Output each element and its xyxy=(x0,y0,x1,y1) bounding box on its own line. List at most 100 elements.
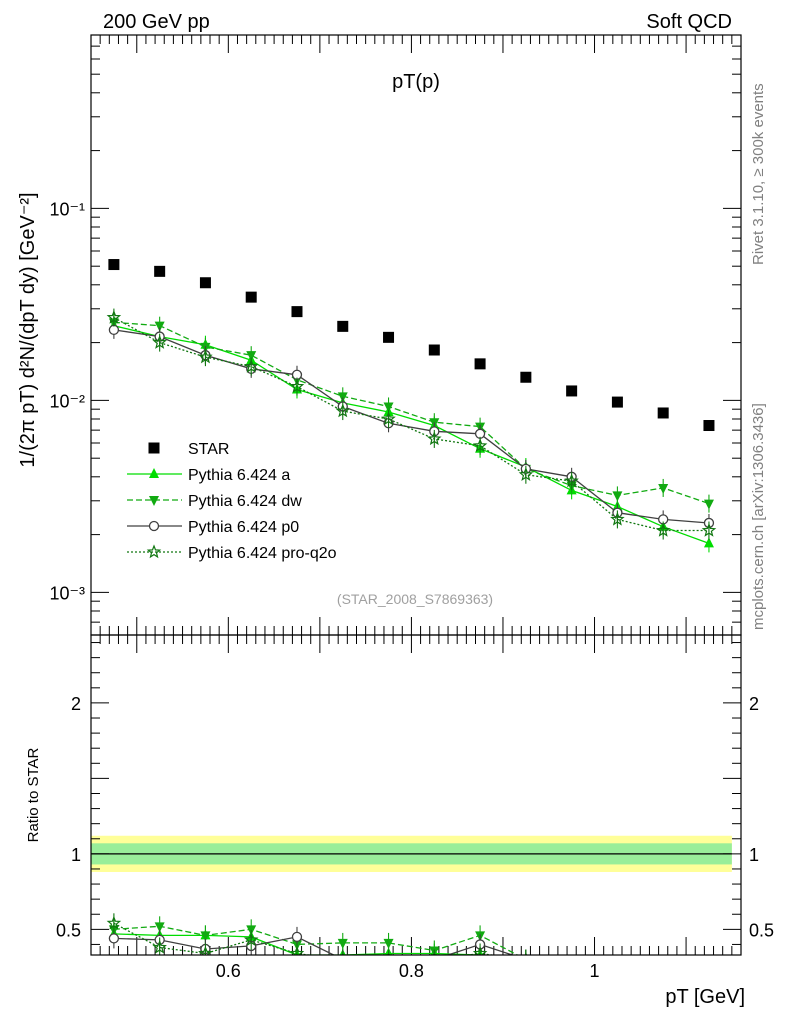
ratio-series-pythia-6-424-p0 xyxy=(108,926,529,955)
ratio-point xyxy=(200,931,211,942)
data-point xyxy=(657,407,669,419)
legend-item: Pythia 6.424 a xyxy=(127,467,290,484)
side-label-bottom: mcplots.cern.ch [arXiv:1306.3436] xyxy=(750,403,767,630)
data-point xyxy=(566,385,578,397)
data-point xyxy=(655,522,671,537)
series-star xyxy=(108,259,715,432)
legend-label: STAR xyxy=(188,441,229,458)
legend-marker xyxy=(146,544,162,559)
data-point xyxy=(108,324,120,336)
data-point xyxy=(199,277,211,289)
ratio-point xyxy=(243,932,259,947)
ratio-panel: 0.5 0.5 1 1 2 2 0.6 0.8 1 xyxy=(56,634,774,981)
data-point xyxy=(198,349,213,364)
legend-marker xyxy=(148,520,160,532)
ratio-band xyxy=(91,835,732,872)
data-point xyxy=(610,511,625,526)
ratio-y-tick-label: 0.5 xyxy=(56,920,81,940)
data-point xyxy=(108,259,120,271)
reference-label: (STAR_2008_S7869363) xyxy=(337,591,493,607)
legend-marker xyxy=(149,496,159,506)
data-point xyxy=(703,537,714,548)
ratio-y-tick-label-right: 0.5 xyxy=(749,920,774,940)
ratio-ticks: 0.5 0.5 1 1 2 2 0.6 0.8 1 xyxy=(56,635,774,981)
ratio-line xyxy=(113,933,487,955)
data-point xyxy=(474,358,486,370)
data-point xyxy=(428,344,440,356)
legend-item: Pythia 6.424 p0 xyxy=(127,519,299,536)
legend-label: Pythia 6.424 a xyxy=(188,467,290,484)
x-tick-label: 0.6 xyxy=(216,961,241,981)
ratio-point xyxy=(337,938,348,949)
ratio-series-pythia-6-424-pro-q2o xyxy=(106,913,528,955)
ratio-y-tick-label-right: 1 xyxy=(749,845,759,865)
legend-item: Pythia 6.424 pro-q2o xyxy=(127,544,337,562)
data-point xyxy=(381,411,396,426)
ratio-series xyxy=(106,913,531,966)
data-point xyxy=(154,321,165,332)
main-series xyxy=(106,259,717,553)
series-line xyxy=(113,317,709,532)
data-point xyxy=(701,522,717,537)
ratio-point xyxy=(386,954,391,955)
data-point xyxy=(518,467,534,481)
data-point xyxy=(106,309,122,324)
data-point xyxy=(703,499,714,510)
legend-marker xyxy=(149,468,159,478)
data-point xyxy=(245,291,257,303)
data-point xyxy=(612,491,623,502)
ratio-point xyxy=(291,931,303,943)
y-tick-label: 10⁻² xyxy=(49,391,85,411)
ratio-ylabel: Ratio to STAR xyxy=(25,747,42,842)
legend-marker xyxy=(148,442,160,454)
ratio-point xyxy=(154,922,165,933)
data-point xyxy=(246,351,257,362)
legend: STAR Pythia 6.424 a Pythia 6.424 dw Pythia … xyxy=(127,441,337,562)
data-point xyxy=(289,378,305,393)
ratio-point xyxy=(289,945,305,955)
data-point xyxy=(383,402,394,413)
data-point xyxy=(154,265,166,277)
main-panel: 10⁻¹10⁻²10⁻³ pT(p) (STAR_2008_S7869363) … xyxy=(49,34,742,636)
ratio-point xyxy=(383,938,394,949)
ratio-y-tick-label: 1 xyxy=(71,845,81,865)
x-tick-label: 0.8 xyxy=(399,961,424,981)
ratio-point xyxy=(340,954,346,955)
main-title: pT(p) xyxy=(392,71,440,93)
data-point xyxy=(243,358,259,373)
series-line xyxy=(113,329,710,524)
legend-label: Pythia 6.424 dw xyxy=(188,493,302,510)
legend-label: Pythia 6.424 p0 xyxy=(188,519,299,536)
data-point xyxy=(611,396,623,408)
legend-item: Pythia 6.424 dw xyxy=(127,493,302,510)
header-right: Soft QCD xyxy=(646,11,732,33)
ratio-frame xyxy=(90,634,742,956)
header-left: 200 GeV pp xyxy=(103,11,210,33)
data-point xyxy=(291,306,303,318)
ratio-point xyxy=(152,939,167,954)
data-point xyxy=(472,438,488,453)
ratio-point xyxy=(198,945,213,955)
series-line xyxy=(113,325,710,545)
ratio-line xyxy=(113,936,515,955)
data-point xyxy=(337,320,349,332)
ratio-point xyxy=(431,954,437,955)
ratio-point xyxy=(521,956,531,966)
data-point xyxy=(337,392,348,403)
main-ylabel: 1/(2π pT) d²N/(dpT dy) [GeV⁻²] xyxy=(17,192,39,467)
y-tick-label: 10⁻¹ xyxy=(49,199,85,219)
series-pythia-6-424-pro-q2o xyxy=(106,308,717,540)
data-point xyxy=(335,403,351,418)
data-point xyxy=(703,420,715,432)
y-tick-label: 10⁻³ xyxy=(49,583,85,603)
ratio-point xyxy=(523,954,529,955)
main-ticks: 10⁻¹ 10⁻² 10⁻³ xyxy=(49,34,741,636)
ratio-point xyxy=(108,933,120,944)
legend-item: STAR xyxy=(148,441,229,458)
ratio-line xyxy=(113,925,519,955)
side-label-top: Rivet 3.1.10, ≥ 300k events xyxy=(750,83,767,265)
data-point xyxy=(152,334,167,349)
data-point xyxy=(427,431,442,446)
ratio-point xyxy=(106,915,122,930)
